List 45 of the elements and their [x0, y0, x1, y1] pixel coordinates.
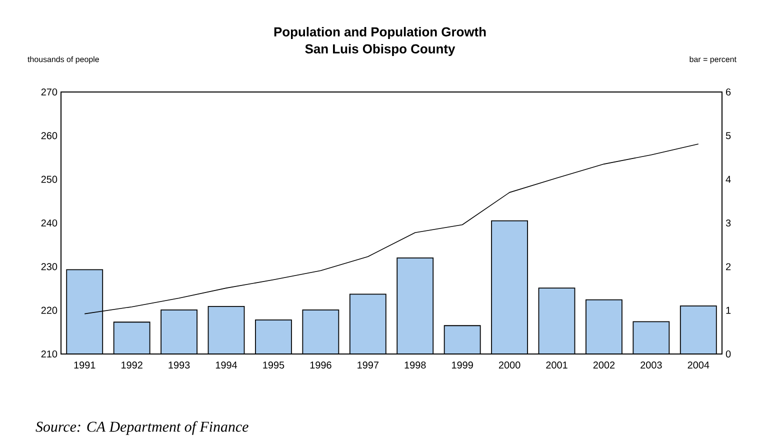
- bar: [208, 306, 244, 354]
- x-tick-label: 2004: [688, 362, 710, 369]
- x-tick-label: 1991: [74, 362, 96, 369]
- chart-title: Population and Population Growth: [274, 26, 486, 40]
- bar: [255, 320, 292, 354]
- y2-tick-label: 6: [726, 88, 731, 96]
- y-tick-label: 210: [41, 350, 58, 358]
- y-tick-label: 240: [41, 219, 58, 227]
- source-note: Source: CA Department of Finance: [36, 421, 248, 435]
- bar: [350, 294, 386, 354]
- x-tick-label: 2000: [498, 362, 520, 369]
- bar: [680, 306, 717, 354]
- x-tick-label: 1997: [358, 362, 378, 369]
- y-tick-label: 220: [41, 306, 58, 314]
- bar: [444, 326, 480, 354]
- y-tick-label: 260: [41, 132, 58, 140]
- y2-tick-label: 1: [726, 306, 731, 314]
- x-tick-label: 2001: [546, 362, 568, 369]
- y-tick-label: 250: [41, 176, 58, 183]
- y2-tick-label: 4: [726, 176, 731, 183]
- y-tick-label: 230: [41, 263, 58, 270]
- x-tick-label: 1995: [263, 362, 284, 369]
- bar: [114, 322, 150, 354]
- bar: [66, 270, 103, 354]
- y2-tick-label: 5: [726, 132, 731, 140]
- chart-subtitle: San Luis Obispo County: [305, 44, 456, 56]
- x-tick-label: 1993: [168, 362, 190, 369]
- x-tick-label: 1994: [216, 362, 238, 369]
- x-tick-label: 1999: [452, 362, 473, 369]
- bar: [161, 310, 198, 354]
- y2-tick-label: 0: [726, 350, 731, 358]
- x-tick-label: 1998: [404, 362, 426, 369]
- bar: [633, 322, 670, 354]
- bar: [302, 310, 339, 354]
- y2-tick-label: 2: [726, 263, 731, 270]
- y-tick-label: 270: [41, 88, 58, 96]
- bar: [586, 300, 622, 354]
- x-tick-label: 1992: [122, 362, 142, 369]
- bar: [492, 220, 528, 354]
- x-tick-label: 2002: [593, 362, 615, 369]
- x-tick-label: 1996: [310, 362, 332, 369]
- bar: [538, 288, 575, 354]
- bar: [397, 258, 434, 354]
- x-tick-label: 2003: [640, 362, 662, 369]
- y2-tick-label: 3: [726, 219, 731, 227]
